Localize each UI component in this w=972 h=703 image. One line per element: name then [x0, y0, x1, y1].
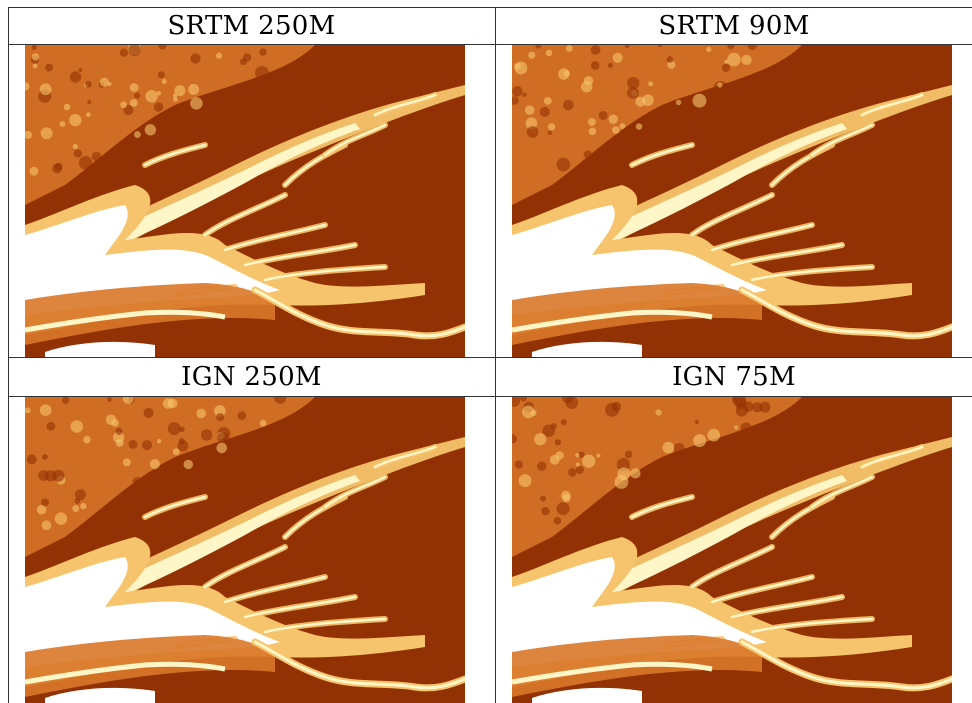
panel-title-srtm-90: SRTM 90M: [658, 11, 810, 41]
table-border-left: [8, 7, 9, 703]
table-border-header1-bottom: [8, 44, 972, 45]
panel-title-srtm-250: SRTM 250M: [167, 11, 336, 41]
elevation-map-ign-75: [512, 397, 952, 703]
elevation-map-srtm-90: [512, 45, 952, 357]
elevation-map-srtm-250: [25, 45, 465, 357]
table-border-header2-bottom: [8, 396, 972, 397]
elevation-map-ign-250: [25, 397, 465, 703]
table-border-center: [495, 7, 496, 703]
table-border-middle: [8, 357, 972, 358]
panel-title-ign-250: IGN 250M: [181, 362, 322, 392]
panel-title-ign-75: IGN 75M: [672, 362, 796, 392]
table-border-top: [8, 7, 972, 8]
